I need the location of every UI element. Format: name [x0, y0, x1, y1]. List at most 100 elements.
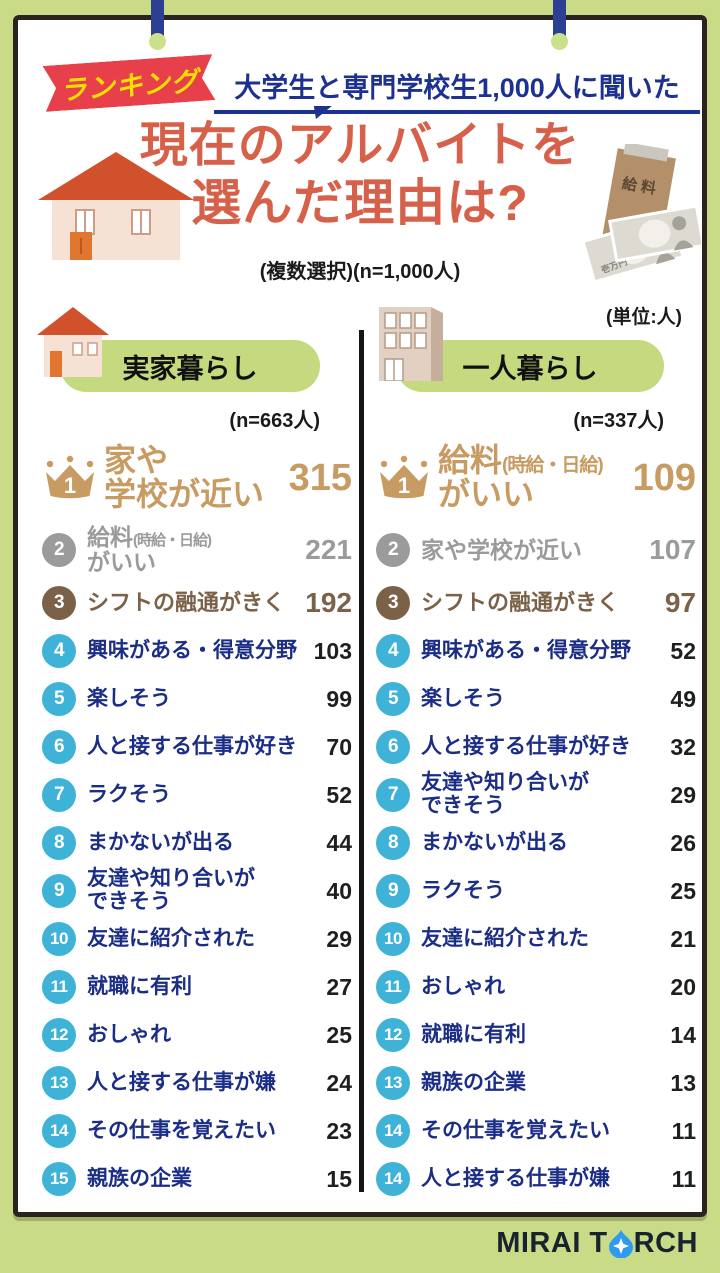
rank-label: その仕事を覚えたい [421, 1118, 610, 1142]
ranking-row: 14 人と接する仕事が嫌 11 [376, 1155, 696, 1203]
rank-number-badge: 9 [376, 874, 410, 908]
ranking-row: 10 友達に紹介された 21 [376, 915, 696, 963]
sample-size-family: (n=663人) [229, 410, 320, 432]
rank-number-badge: 3 [42, 586, 76, 620]
ranking-row: 10 友達に紹介された 29 [42, 915, 352, 963]
ranking-row: 5 楽しそう 49 [376, 675, 696, 723]
rank-label: 友達に紹介された [421, 926, 589, 950]
column-header-family: 実家暮らし [60, 340, 320, 392]
rank-label: 人と接する仕事が好き [87, 734, 297, 758]
rank-number-badge: 5 [376, 682, 410, 716]
rank-number-badge: 4 [376, 634, 410, 668]
rank-value: 21 [670, 925, 696, 952]
column-divider [359, 330, 364, 1192]
ranking-row: 6 人と接する仕事が好き 32 [376, 723, 696, 771]
ranking-row: 2 家や学校が近い 107 [376, 521, 696, 579]
rank-value: 15 [326, 1165, 352, 1192]
rank-label: 親族の企業 [87, 1166, 192, 1190]
house-illustration-icon [38, 152, 194, 260]
rank-value: 99 [326, 685, 352, 712]
rank-value: 192 [305, 587, 352, 618]
rank-label: 楽しそう [421, 686, 505, 710]
rank-value: 26 [670, 829, 696, 856]
rank-value: 23 [326, 1117, 352, 1144]
rank-value: 25 [670, 877, 696, 904]
survey-note: (複数選択)(n=1,000人) [259, 261, 461, 283]
rank-label: 興味がある・得意分野 [421, 638, 631, 662]
ranking-row: 11 おしゃれ 20 [376, 963, 696, 1011]
rank-value: 32 [670, 733, 696, 760]
hanging-pin-icon [551, 0, 568, 50]
rank-value: 44 [326, 829, 352, 856]
rank-number-badge: 10 [376, 922, 410, 956]
rank-number-badge: 12 [376, 1018, 410, 1052]
rank-label: 人と接する仕事が嫌 [87, 1070, 276, 1094]
rank-number-badge: 14 [376, 1162, 410, 1196]
rank-label: 楽しそう [87, 686, 171, 710]
apartment-building-icon [379, 307, 443, 381]
brand-logo: MIRAI T RCH [496, 1227, 698, 1260]
rank-number-badge: 12 [42, 1018, 76, 1052]
rank-label: まかないが出る [421, 830, 568, 854]
ranking-list-alone: 1 給料(時給・日給) がいい 109 2 家や学校が近い 107 3 シフトの融… [376, 435, 696, 1203]
ranking-row: 2 給料(時給・日給) がいい 221 [42, 521, 352, 579]
rank-value: 221 [305, 534, 352, 565]
rank-label: 友達に紹介された [87, 926, 255, 950]
ranking-row: 3 シフトの融通がきく 192 [42, 579, 352, 627]
rank-value: 103 [313, 637, 352, 664]
ranking-row: 7 友達や知り合いが できそう 29 [376, 771, 696, 819]
rank-label: ラクそう [87, 782, 171, 806]
rank-label: ラクそう [421, 878, 505, 902]
rank-label: 家や学校が近い [104, 442, 265, 512]
ranking-row: 9 友達や知り合いが できそう 40 [42, 867, 352, 915]
title-line2: 選んだ理由は? [191, 174, 529, 231]
rank-value: 13 [670, 1069, 696, 1096]
ranking-row: 7 ラクそう 52 [42, 771, 352, 819]
ranking-row: 1 給料(時給・日給) がいい 109 [376, 435, 696, 521]
rank-value: 52 [670, 637, 696, 664]
rank-label: 人と接する仕事が好き [421, 734, 631, 758]
rank-value: 14 [670, 1021, 696, 1048]
rank-value: 20 [670, 973, 696, 1000]
rank-number-badge: 8 [42, 826, 76, 860]
crown-rank1-icon: 1 [46, 455, 94, 499]
ranking-row: 4 興味がある・得意分野 52 [376, 627, 696, 675]
ranking-row: 1 家や 学校が近い 315 [42, 435, 352, 521]
rank-value: 97 [664, 587, 696, 618]
salary-envelope-icon: 給料 壱万円 [583, 144, 701, 284]
rank-value: 49 [670, 685, 696, 712]
rank-value: 29 [670, 781, 696, 808]
rank-value: 40 [326, 877, 352, 904]
rank-value: 109 [632, 456, 696, 499]
ranking-row: 8 まかないが出る 44 [42, 819, 352, 867]
rank-number-badge: 4 [42, 634, 76, 668]
rank-value: 29 [326, 925, 352, 952]
rank-value: 27 [326, 973, 352, 1000]
rank-number-badge: 7 [42, 778, 76, 812]
rank-label: おしゃれ [421, 974, 505, 998]
rank-value: 25 [326, 1021, 352, 1048]
poster-card: ランキング 大学生と専門学校生1,000人に聞いた 現在のアルバイトを 選んだ理… [13, 15, 707, 1217]
crown-rank1-icon: 1 [380, 455, 428, 499]
rank-label: シフトの融通がきく [87, 590, 286, 616]
page-title: 現在のアルバイトを 選んだ理由は? [18, 118, 702, 232]
rank-label: まかないが出る [87, 830, 234, 854]
ranking-row: 15 親族の企業 15 [42, 1155, 352, 1203]
ranking-row: 14 その仕事を覚えたい 23 [42, 1107, 352, 1155]
rank-number-badge: 13 [376, 1066, 410, 1100]
unit-note: (単位:人) [606, 307, 682, 328]
rank-label: 友達や知り合いが できそう [87, 867, 255, 913]
rank-number-badge: 10 [42, 922, 76, 956]
rank-value: 107 [649, 534, 696, 565]
ranking-row: 4 興味がある・得意分野 103 [42, 627, 352, 675]
rank-value: 315 [288, 456, 352, 499]
brand-text-suffix: RCH [633, 1227, 698, 1259]
ranking-row: 3 シフトの融通がきく 97 [376, 579, 696, 627]
rank-label: 家や学校が近い [421, 536, 582, 563]
rank-label: おしゃれ [87, 1022, 171, 1046]
rank-label: 人と接する仕事が嫌 [421, 1166, 610, 1190]
rank-number-badge: 13 [42, 1066, 76, 1100]
ranking-row: 13 親族の企業 13 [376, 1059, 696, 1107]
family-house-icon [37, 307, 109, 377]
